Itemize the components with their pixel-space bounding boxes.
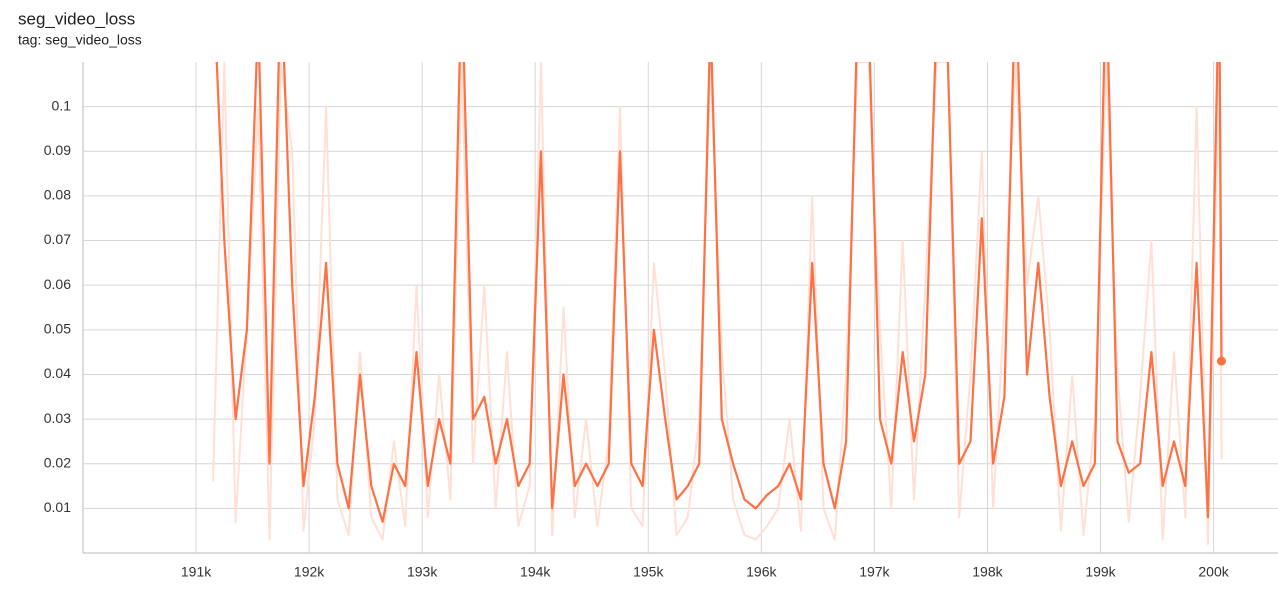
x-tick-label: 191k bbox=[181, 564, 212, 580]
y-tick-label: 0.08 bbox=[44, 187, 71, 203]
y-tick-label: 0.07 bbox=[44, 231, 71, 247]
series-line bbox=[212, 62, 1223, 546]
x-tick-label: 195k bbox=[633, 564, 664, 580]
x-tick-label: 192k bbox=[294, 564, 325, 580]
chart-title: seg_video_loss bbox=[18, 9, 135, 28]
last-point bbox=[1216, 356, 1226, 366]
y-tick-label: 0.03 bbox=[44, 410, 71, 426]
chart-subtitle: tag: seg_video_loss bbox=[18, 32, 142, 48]
y-tick-label: 0.05 bbox=[44, 321, 71, 337]
x-tick-label: 193k bbox=[407, 564, 438, 580]
y-tick-label: 0.06 bbox=[44, 276, 71, 292]
series-line bbox=[215, 62, 1223, 523]
x-tick-label: 200k bbox=[1198, 564, 1229, 580]
x-tick-label: 196k bbox=[746, 564, 777, 580]
x-tick-label: 199k bbox=[1085, 564, 1116, 580]
y-tick-label: 0.02 bbox=[44, 454, 71, 470]
y-tick-label: 0.04 bbox=[44, 365, 71, 381]
y-tick-label: 0.09 bbox=[44, 142, 71, 158]
y-tick-label: 0.01 bbox=[44, 499, 71, 515]
x-tick-label: 197k bbox=[859, 564, 890, 580]
x-tick-label: 198k bbox=[972, 564, 1003, 580]
y-tick-label: 0.1 bbox=[52, 97, 72, 113]
x-tick-label: 194k bbox=[520, 564, 551, 580]
